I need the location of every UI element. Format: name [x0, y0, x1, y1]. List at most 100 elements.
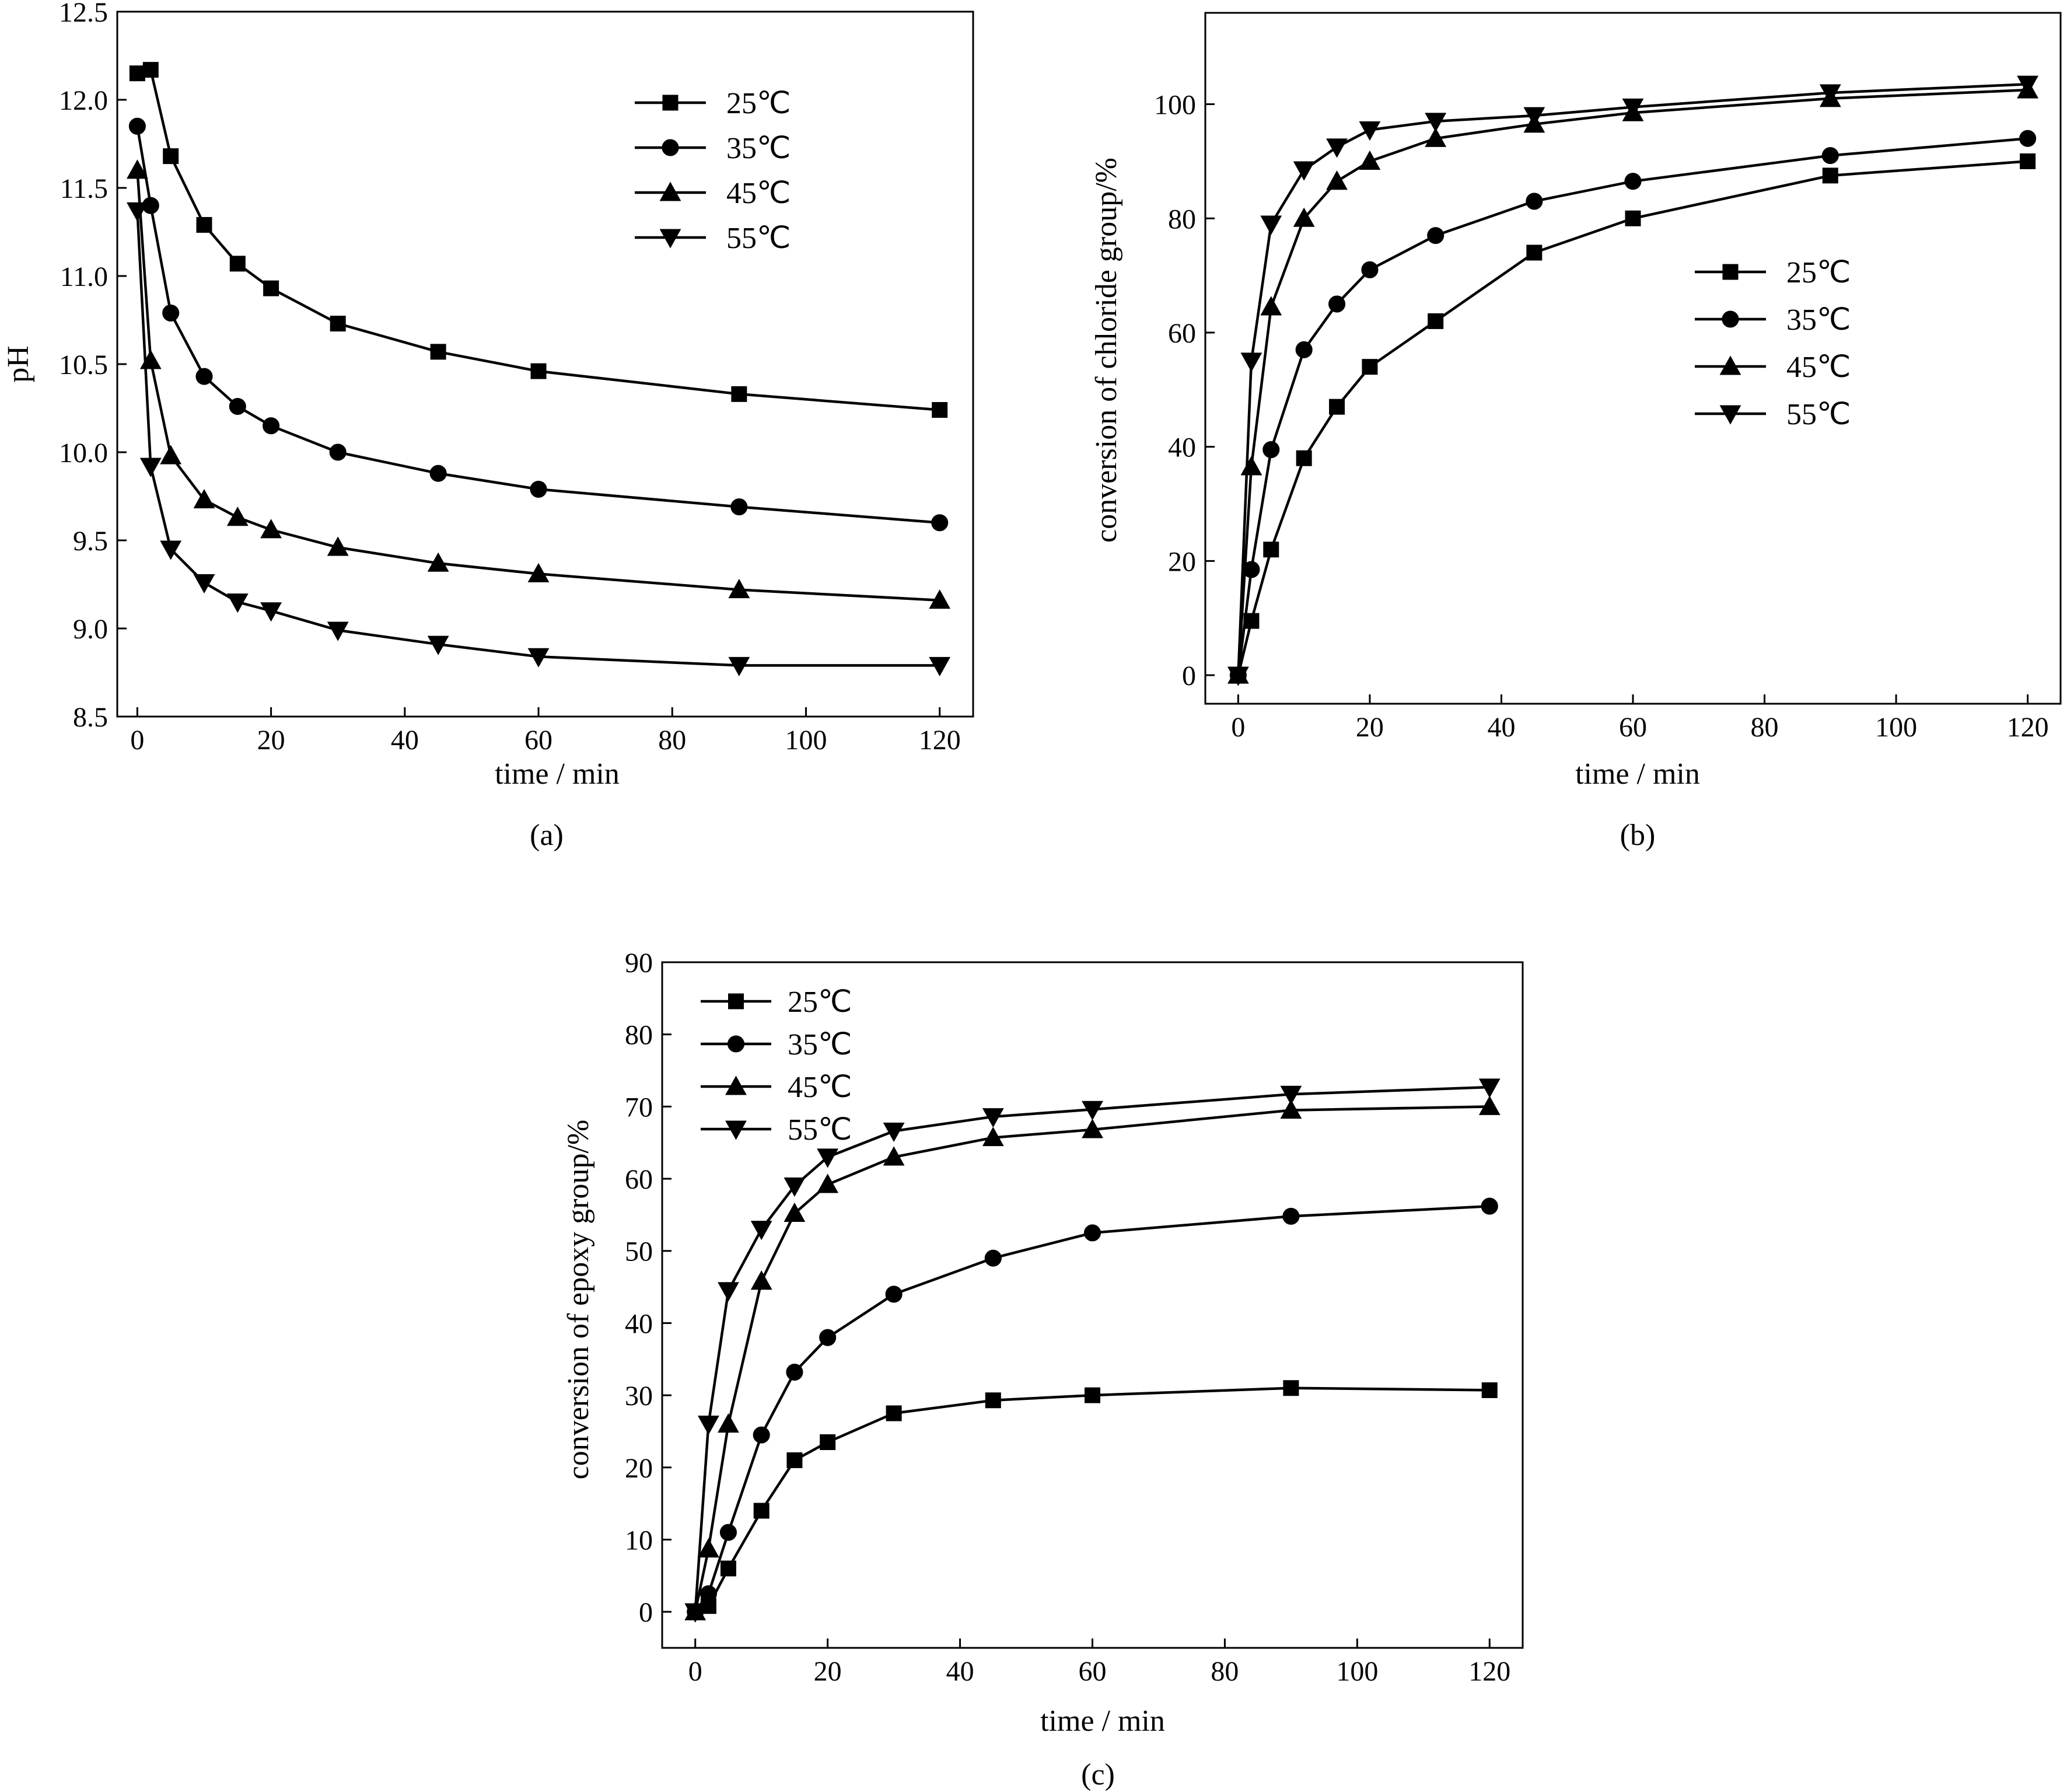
data-point-triangle-down	[226, 593, 249, 613]
data-point-triangle-up	[427, 552, 449, 572]
legend: 25℃ 35℃ 45℃ 55℃	[1695, 256, 1851, 431]
data-point-square	[163, 148, 179, 165]
series-line-55℃	[694, 1085, 1490, 1612]
y-tick-label: 50	[625, 1236, 653, 1267]
panel-caption: (a)	[530, 819, 564, 852]
data-point-triangle-down	[260, 602, 282, 622]
series-layer	[1227, 75, 2039, 686]
data-point-triangle-up	[750, 1270, 772, 1290]
data-point-triangle-down	[1280, 1085, 1302, 1105]
legend-marker-triangle-down	[725, 1120, 747, 1140]
series-line-25℃	[694, 1386, 1490, 1613]
legend-marker-triangle-up	[725, 1075, 747, 1095]
data-point-square	[530, 363, 547, 379]
data-point-circle	[819, 1329, 837, 1346]
data-point-square	[1362, 359, 1378, 375]
legend-marker-triangle-up	[659, 181, 681, 201]
data-point-square	[1283, 1380, 1299, 1396]
data-point-triangle-down	[193, 574, 215, 594]
y-tick-label: 20	[625, 1453, 653, 1484]
y-tick-label: 70	[625, 1092, 653, 1123]
legend-label: 45℃	[726, 177, 791, 210]
data-point-circle	[1328, 295, 1346, 313]
data-point-triangle-up	[1082, 1119, 1103, 1138]
data-point-circle	[263, 417, 280, 435]
data-point-triangle-down	[527, 648, 550, 668]
data-point-triangle-down	[929, 656, 951, 676]
x-tick-label: 100	[1336, 1656, 1378, 1687]
data-point-circle	[1361, 261, 1379, 278]
data-point-circle	[128, 117, 146, 135]
legend-label: 35℃	[788, 1028, 852, 1061]
data-point-circle	[530, 480, 547, 498]
legend-label: 45℃	[788, 1071, 852, 1104]
legend-marker-circle	[727, 1035, 745, 1053]
y-tick-label: 80	[625, 1020, 653, 1051]
data-point-square	[820, 1434, 836, 1450]
data-point-triangle-up	[193, 488, 215, 509]
legend-marker-circle	[1722, 310, 1739, 328]
x-tick-label: 100	[785, 725, 827, 756]
data-point-square	[2020, 153, 2036, 169]
data-point-triangle-up	[1280, 1099, 1302, 1119]
x-tick-label: 60	[1079, 1656, 1107, 1687]
axis-ticks: 0 20 40 60 80 100 120 0 10 20 30 40 50 60 70 80 90	[625, 948, 1510, 1687]
series-layer	[126, 62, 951, 676]
y-tick-label: 100	[1154, 90, 1196, 121]
y-tick-label: 10.5	[59, 350, 108, 380]
legend-marker-square	[662, 95, 678, 111]
data-point-square	[1085, 1387, 1100, 1403]
x-tick-label: 40	[946, 1656, 974, 1687]
legend: 25℃ 35℃ 45℃ 55℃	[635, 87, 791, 255]
x-tick-label: 120	[1468, 1656, 1510, 1687]
data-point-triangle-down	[684, 1603, 707, 1623]
data-point-triangle-down	[327, 621, 349, 641]
x-tick-label: 20	[814, 1656, 842, 1687]
y-tick-label: 10.0	[59, 438, 108, 469]
data-point-square	[985, 1392, 1001, 1409]
data-point-square	[263, 280, 279, 296]
data-point-triangle-down	[1227, 666, 1249, 686]
data-point-triangle-up	[1425, 127, 1447, 147]
data-point-circle	[329, 443, 347, 461]
data-point-triangle-up	[1359, 150, 1381, 170]
y-tick-label: 12.0	[59, 85, 108, 116]
y-axis-label: pH	[2, 345, 35, 383]
data-point-triangle-down	[1523, 107, 1545, 127]
x-tick-label: 60	[1619, 712, 1647, 743]
data-point-triangle-down	[698, 1416, 719, 1435]
x-axis-label: time / min	[495, 757, 620, 791]
x-tick-label: 120	[919, 725, 961, 756]
data-point-square	[229, 256, 246, 272]
y-tick-label: 9.5	[73, 526, 108, 557]
legend-label: 25℃	[788, 986, 852, 1019]
data-point-triangle-down	[1240, 352, 1262, 372]
data-point-circle	[1821, 147, 1839, 165]
data-point-circle	[195, 368, 213, 385]
data-point-triangle-down	[427, 635, 449, 655]
data-point-triangle-down	[1293, 161, 1315, 181]
data-point-square	[430, 344, 446, 360]
data-point-triangle-down	[750, 1221, 772, 1241]
x-tick-label: 80	[1751, 712, 1779, 743]
data-point-square	[932, 402, 948, 418]
data-point-triangle-down	[1425, 113, 1447, 132]
chart-panel-b: 0 20 40 60 80 100 120 0 20 40 60 80 100 time / min c…	[1090, 12, 2062, 852]
data-point-square	[129, 65, 145, 82]
axis-ticks: 0 20 40 60 80 100 120 8.5 9.0 9.5 10.0 10.5 11.0 11.5…	[59, 0, 961, 756]
data-point-circle	[753, 1426, 770, 1444]
data-point-square	[1428, 313, 1444, 329]
y-tick-label: 8.5	[73, 702, 108, 733]
data-point-circle	[885, 1286, 903, 1303]
data-point-circle	[931, 514, 949, 532]
data-point-circle	[700, 1585, 717, 1602]
data-point-triangle-up	[728, 578, 750, 599]
data-point-circle	[1526, 193, 1543, 210]
data-point-circle	[1262, 441, 1280, 459]
legend-marker-triangle-down	[659, 229, 681, 249]
y-tick-label: 60	[625, 1164, 653, 1195]
data-point-triangle-up	[929, 589, 951, 609]
data-point-square	[1822, 167, 1838, 184]
legend-label: 35℃	[1786, 303, 1851, 337]
data-point-circle	[719, 1524, 737, 1541]
